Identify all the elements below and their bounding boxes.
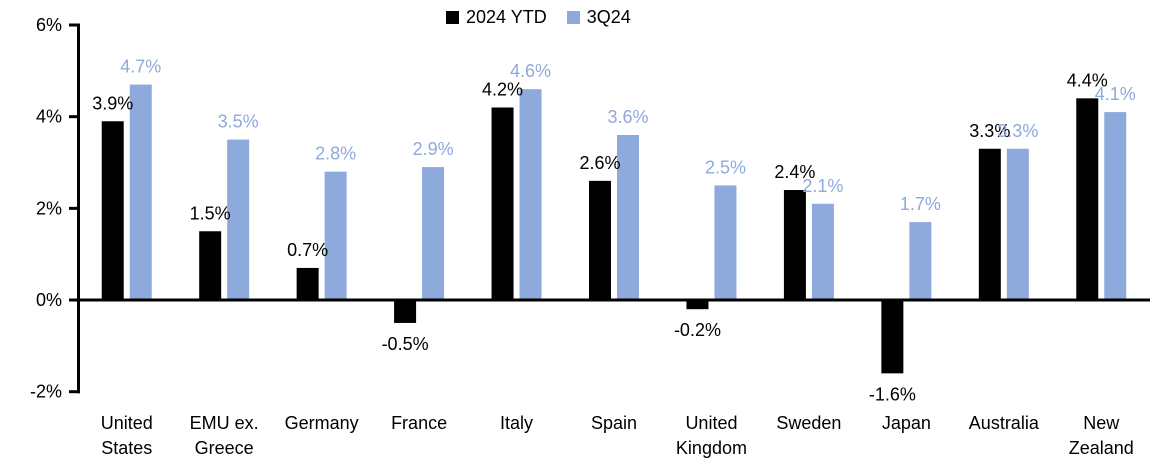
y-axis-tick-label-4: 4% [36, 107, 62, 127]
bar-2024-ytd-emu-ex-greece [199, 231, 222, 301]
bar-2024-ytd-japan [881, 300, 904, 374]
category-label-japan: Japan [882, 413, 931, 433]
bar-3q24-emu-ex-greece [227, 139, 250, 301]
bar-2024-ytd-sweden [783, 190, 806, 301]
legend-swatch-3q24 [566, 11, 580, 24]
value-label-2024-ytd-australia: 3.3% [969, 121, 1010, 141]
value-label-3q24-sweden: 2.1% [802, 176, 843, 196]
bar-2024-ytd-germany [296, 267, 319, 301]
category-label-italy: Italy [500, 413, 533, 433]
legend-label-2024-ytd: 2024 YTD [466, 7, 547, 27]
value-label-3q24-united-kingdom: 2.5% [705, 157, 746, 177]
category-label-new-zealand-line2: Zealand [1069, 438, 1134, 458]
value-label-3q24-australia: 3.3% [997, 121, 1038, 141]
value-label-3q24-italy: 4.6% [510, 61, 551, 81]
value-label-3q24-spain: 3.6% [607, 107, 648, 127]
legend-label-3q24: 3Q24 [586, 7, 631, 27]
value-label-2024-ytd-italy: 4.2% [482, 80, 523, 100]
category-label-spain: Spain [591, 413, 637, 433]
bar-3q24-japan [909, 222, 932, 301]
bar-3q24-germany [324, 171, 347, 301]
value-label-3q24-germany: 2.8% [315, 144, 356, 164]
legend-item-3q24: 3Q24 [566, 7, 631, 28]
bar-3q24-sweden [811, 203, 834, 301]
category-label-united-kingdom-line1: United [685, 413, 737, 433]
legend-item-2024-ytd: 2024 YTD [446, 7, 547, 28]
legend-swatch-2024-ytd [446, 11, 459, 24]
value-label-3q24-france: 2.9% [413, 139, 454, 159]
value-label-2024-ytd-japan: -1.6% [869, 384, 916, 404]
bar-2024-ytd-france [394, 300, 417, 323]
value-label-3q24-emu-ex-greece: 3.5% [218, 112, 259, 132]
bar-2024-ytd-united-states [101, 121, 124, 301]
bar-2024-ytd-new-zealand [1076, 98, 1099, 301]
bar-2024-ytd-united-kingdom [686, 300, 709, 310]
bar-3q24-united-states [129, 84, 152, 301]
y-axis-tick-label-0: 0% [36, 290, 62, 310]
value-label-2024-ytd-emu-ex-greece: 1.5% [190, 203, 231, 223]
value-label-2024-ytd-united-states: 3.9% [92, 93, 133, 113]
category-label-united-kingdom-line2: Kingdom [676, 438, 747, 458]
value-label-2024-ytd-france: -0.5% [382, 334, 429, 354]
chart-legend: 2024 YTD 3Q24 [446, 7, 631, 28]
value-label-2024-ytd-spain: 2.6% [579, 153, 620, 173]
bar-3q24-new-zealand [1104, 112, 1127, 301]
value-label-2024-ytd-germany: 0.7% [287, 240, 328, 260]
value-label-2024-ytd-sweden: 2.4% [774, 162, 815, 182]
value-label-3q24-new-zealand: 4.1% [1095, 84, 1136, 104]
category-label-emu-ex-greece-line1: EMU ex. [190, 413, 259, 433]
category-label-france: France [391, 413, 447, 433]
category-label-united-states-line1: United [101, 413, 153, 433]
bar-3q24-spain [617, 135, 639, 301]
category-label-germany: Germany [285, 413, 359, 433]
value-label-3q24-united-states: 4.7% [120, 57, 161, 77]
bar-2024-ytd-australia [978, 148, 1001, 301]
bar-2024-ytd-italy [491, 107, 514, 301]
value-label-3q24-japan: 1.7% [900, 194, 941, 214]
bar-3q24-united-kingdom [714, 185, 737, 301]
category-label-sweden: Sweden [776, 413, 841, 433]
bar-2024-ytd-spain [589, 180, 611, 301]
bar-3q24-australia [1006, 148, 1029, 301]
category-label-united-states-line2: States [101, 438, 152, 458]
y-axis-tick-label-2: -2% [30, 382, 62, 402]
bar-3q24-italy [519, 89, 542, 301]
value-label-2024-ytd-new-zealand: 4.4% [1067, 70, 1108, 90]
y-axis-tick-label-2: 2% [36, 198, 62, 218]
category-label-new-zealand-line1: New [1083, 413, 1120, 433]
bar-3q24-france [422, 167, 445, 301]
y-axis-tick-label-6: 6% [36, 15, 62, 35]
value-label-2024-ytd-united-kingdom: -0.2% [674, 320, 721, 340]
category-label-australia: Australia [969, 413, 1040, 433]
category-label-emu-ex-greece-line2: Greece [195, 438, 254, 458]
